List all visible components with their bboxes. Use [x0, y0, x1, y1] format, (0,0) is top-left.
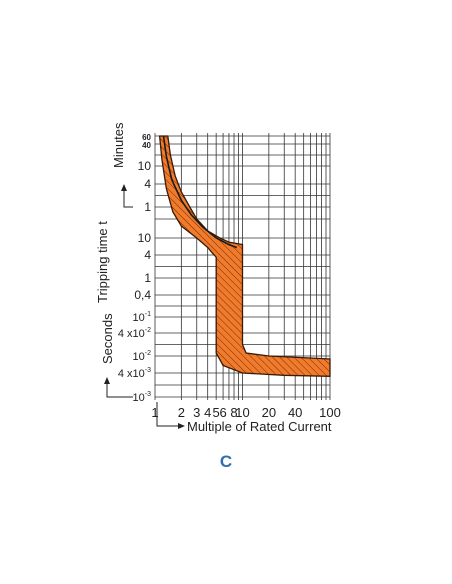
y-tick-label: 4 x10-3 [118, 367, 151, 380]
minutes-arrow-line [123, 190, 133, 208]
y-axis-seconds-label: Seconds [100, 313, 115, 364]
x-tick-label: 10 [235, 405, 249, 420]
x-tick-label: 8 [230, 405, 237, 420]
x-tick-label: 2 [178, 405, 185, 420]
x-axis-title: Multiple of Rated Current [187, 419, 332, 434]
y-tick-label: 60 [142, 133, 151, 142]
y-axis-minutes-label: Minutes [111, 122, 126, 168]
tripping-band [158, 135, 331, 377]
x-axis-arrow-line [156, 402, 183, 427]
y-tick-label: 10 [138, 159, 152, 173]
y-tick-label: 10-2 [133, 350, 152, 363]
y-tick-label: 4 [144, 248, 151, 262]
y-axis-title: Tripping time t [95, 221, 110, 303]
x-tick-label: 100 [319, 405, 341, 420]
minutes-arrow-head [121, 184, 127, 191]
y-tick-label: 1 [144, 200, 151, 214]
y-tick-label: 10 [138, 231, 152, 245]
x-tick-label: 20 [262, 405, 276, 420]
x-tick-label: 3 [193, 405, 200, 420]
y-tick-label: 1 [144, 271, 151, 285]
x-axis-arrow-head [178, 423, 185, 429]
y-tick-label: 10-1 [133, 311, 152, 324]
x-tick-label: 6 [219, 405, 226, 420]
y-tick-label: 0,4 [134, 288, 151, 302]
y-tick-label: 4 [144, 177, 151, 191]
x-tick-label: 1 [151, 405, 158, 420]
curve-type-label: C [219, 452, 233, 471]
x-tick-label: 40 [288, 405, 302, 420]
y-tick-label: 10-3 [133, 391, 152, 404]
y-tick-label: 4 x10-2 [118, 327, 151, 340]
seconds-arrow-head [104, 377, 110, 384]
seconds-arrow-line [106, 383, 133, 398]
x-tick-label: 5 [213, 405, 220, 420]
x-tick-label: 4 [204, 405, 211, 420]
y-tick-label: 40 [142, 141, 151, 150]
curve-center-line [162, 135, 238, 249]
